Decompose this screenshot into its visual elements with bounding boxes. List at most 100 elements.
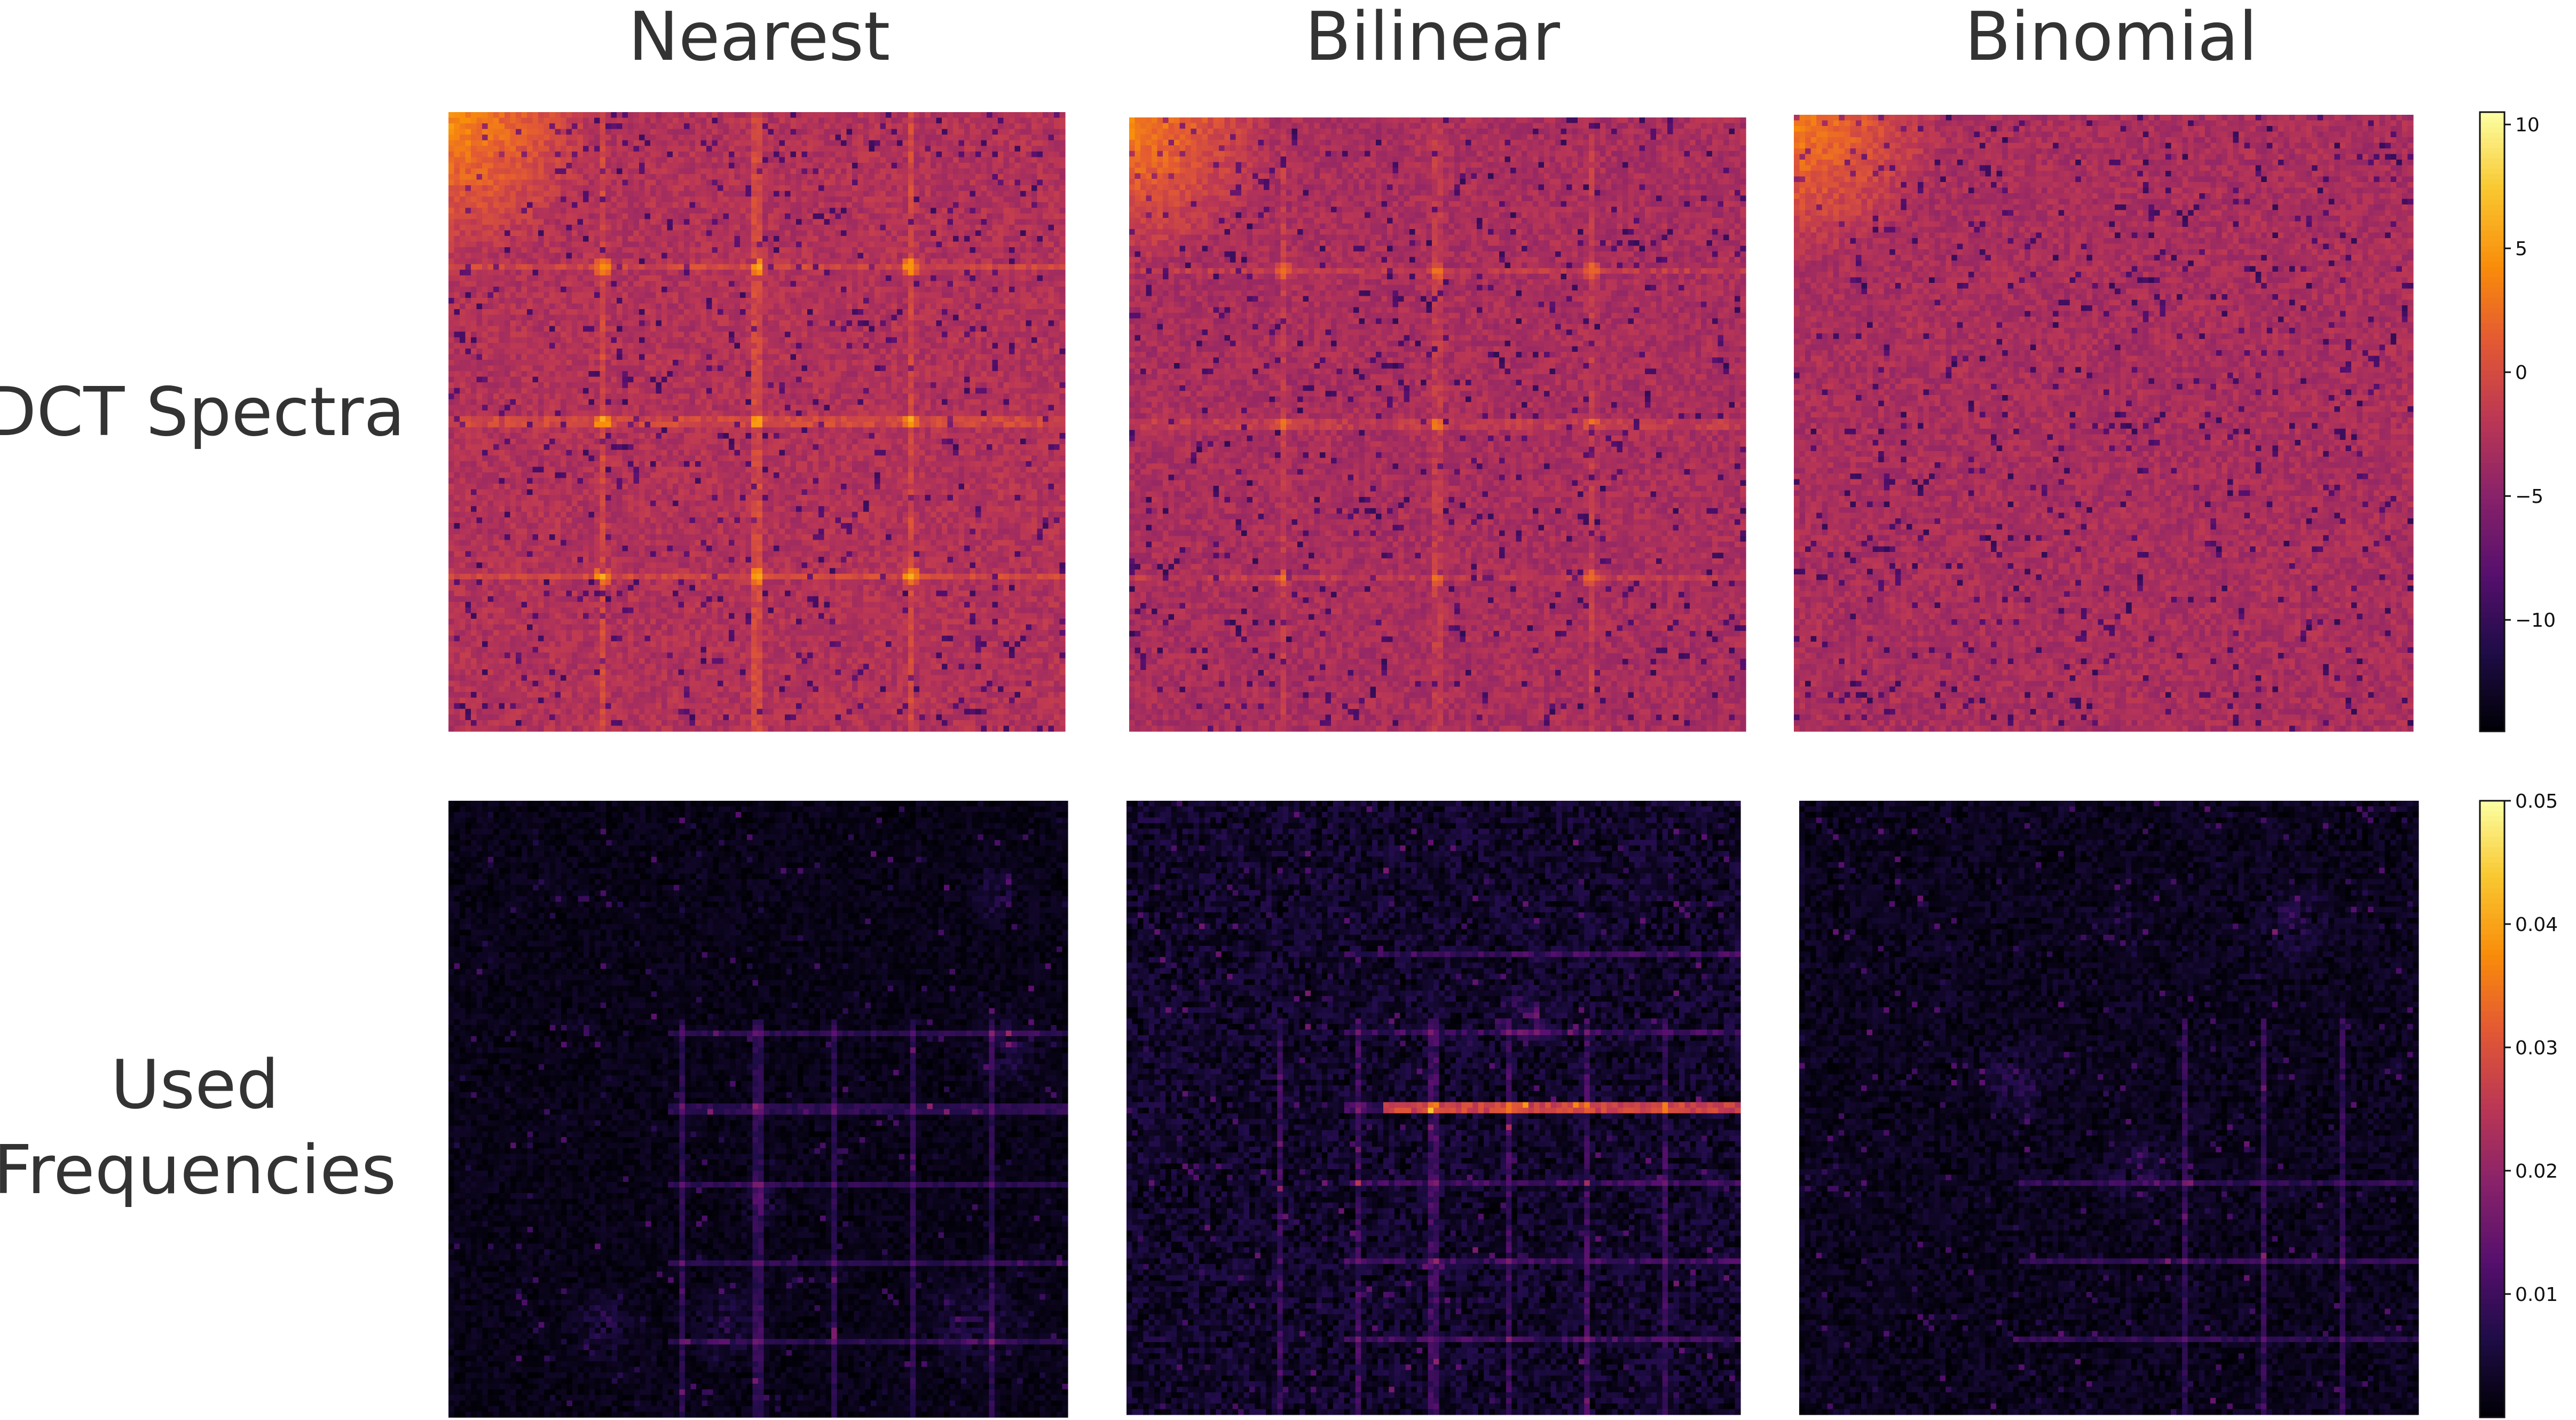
heatmap-cell [466,196,471,202]
heatmap-cell [499,180,505,186]
heatmap-cell [1060,236,1066,242]
heatmap-cell [875,112,880,118]
heatmap-cell [981,163,987,169]
heatmap-cell [791,112,797,118]
heatmap-cell [729,242,735,248]
heatmap-cell [886,135,892,140]
heatmap-cell [454,112,460,118]
heatmap-cell [611,112,617,118]
heatmap-cell [667,180,673,186]
heatmap-cell [875,196,880,202]
heatmap-cell [779,214,785,219]
heatmap-cell [987,135,992,140]
heatmap-cell [729,140,735,146]
heatmap-cell [549,174,555,180]
heatmap-cell [454,219,460,225]
heatmap-cell [807,123,813,129]
heatmap-cell [718,225,723,231]
heatmap-cell [611,196,617,202]
heatmap-cell [1037,129,1043,135]
heatmap-cell [908,225,914,231]
heatmap-cell [998,112,1004,118]
heatmap-cell [959,112,965,118]
heatmap-cell [510,152,516,157]
heatmap-cell [875,191,880,197]
heatmap-cell [919,202,925,208]
heatmap-cell [762,112,768,118]
heatmap-cell [527,214,533,219]
heatmap-cell [762,168,768,174]
heatmap-cell [740,135,746,140]
heatmap-cell [959,185,965,191]
heatmap-cell [802,112,808,118]
heatmap-cell [645,191,651,197]
heatmap-cell [892,140,897,146]
heatmap-cell [785,214,791,219]
heatmap-cell [768,140,774,146]
heatmap-cell [1026,230,1032,236]
heatmap-cell [785,140,791,146]
heatmap-cell [1009,219,1015,225]
heatmap-cell [1015,225,1021,231]
heatmap-cell [729,196,735,202]
heatmap-cell [858,174,864,180]
heatmap-cell [661,236,667,242]
heatmap-cell [538,118,544,124]
heatmap-cell [852,118,858,124]
heatmap-cell [639,123,645,129]
heatmap-cell [1037,157,1043,163]
heatmap-cell [701,157,707,163]
heatmap-cell [583,219,589,225]
heatmap-cell [791,118,797,124]
heatmap-cell [628,253,634,259]
heatmap-cell [762,129,768,135]
heatmap-cell [516,146,522,152]
heatmap-cell [836,247,841,253]
heatmap-cell [572,191,578,197]
heatmap-cell [561,242,566,248]
heatmap-cell [807,230,813,236]
heatmap-cell [964,168,970,174]
heatmap-cell [718,247,723,253]
heatmap-cell [897,152,903,157]
heatmap-cell [645,236,651,242]
heatmap-cell [522,140,527,146]
heatmap-cell [482,168,488,174]
heatmap-cell [757,253,763,259]
heatmap-cell [992,196,998,202]
heatmap-cell [1031,191,1037,197]
heatmap-cell [1031,214,1037,219]
heatmap-cell [661,202,667,208]
heatmap-cell [824,191,830,197]
heatmap-cell [981,168,987,174]
heatmap-cell [1004,202,1010,208]
heatmap-cell [578,163,584,169]
heatmap-cell [661,253,667,259]
heatmap-cell [712,242,718,248]
heatmap-cell [875,129,880,135]
heatmap-cell [533,140,539,146]
heatmap-cell [1054,118,1060,124]
heatmap-cell [650,214,656,219]
heatmap-cell [448,230,454,236]
heatmap-cell [807,219,813,225]
heatmap-cell [1037,247,1043,253]
heatmap-cell [611,123,617,129]
heatmap-cell [735,129,740,135]
heatmap-cell [970,118,976,124]
heatmap-cell [466,202,471,208]
heatmap-cell [617,208,623,214]
heatmap-cell [796,129,802,135]
heatmap-cell [908,129,914,135]
heatmap-cell [908,112,914,118]
heatmap-cell [527,123,533,129]
heatmap-cell [886,196,892,202]
heatmap-cell [448,202,454,208]
heatmap-cell [522,168,527,174]
heatmap-cell [802,247,808,253]
heatmap-cell [869,168,875,174]
heatmap-cell [729,214,735,219]
heatmap-cell [493,129,499,135]
heatmap-cell [858,202,864,208]
heatmap-cell [1031,168,1037,174]
